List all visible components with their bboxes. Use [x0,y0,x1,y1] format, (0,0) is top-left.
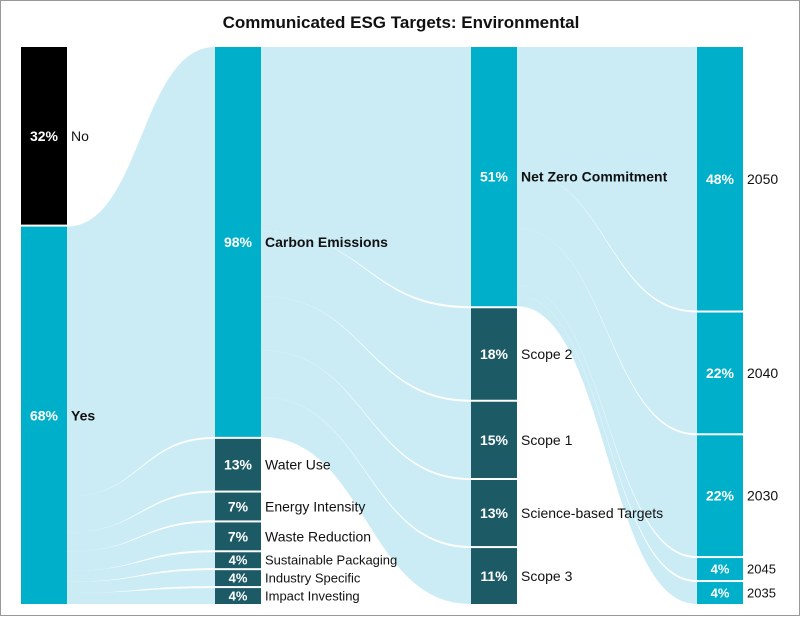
node-y2050: 48% 2050 [697,47,778,311]
pct-label-scope3: 11% [480,568,508,584]
node-sbt: 13% Science-based Targets [471,480,663,547]
bar-scope3 [471,548,517,604]
chart-title: Communicated ESG Targets: Environmental [222,13,580,32]
bar-y2050 [697,47,743,311]
pct-label-netzero: 51% [480,169,509,185]
flow-layer [67,47,697,604]
name-label-scope1: Scope 1 [521,432,573,448]
bar-scope2 [471,308,517,400]
pct-label-yes: 68% [30,407,59,423]
bar-y2030 [697,435,743,557]
pct-label-y2040: 22% [706,365,735,381]
name-label-carbon: Carbon Emissions [265,234,388,250]
flow-netzero-to-y2030 [517,228,697,557]
flow-carbon-to-scope1 [261,296,471,478]
name-label-energy: Energy Intensity [265,498,365,514]
node-y2030: 22% 2030 [697,435,778,557]
bar-y2040 [697,312,743,434]
name-label-industry: Industry Specific [265,571,361,586]
flow-yes-to-carbon [67,47,215,497]
flow-yes-to-industry [67,570,215,593]
bar-packaging [215,552,261,569]
node-scope2: 18% Scope 2 [471,308,573,400]
name-label-y2030: 2030 [747,488,778,504]
name-label-y2035: 2035 [747,586,776,601]
pct-label-y2050: 48% [706,171,735,187]
node-water: 13% Water Use [215,438,331,491]
name-label-scope2: Scope 2 [521,346,573,362]
pct-label-energy: 7% [228,498,249,514]
node-y2045: 4% 2045 [697,558,776,581]
bar-yes [21,226,67,604]
pct-label-sbt: 13% [480,505,509,521]
node-y2040: 22% 2040 [697,312,778,434]
node-energy: 7% Energy Intensity [215,492,365,521]
flow-yes-to-energy [67,492,215,552]
bar-industry [215,570,261,587]
pct-label-no: 32% [30,128,59,144]
node-yes: 68% Yes [21,226,95,604]
node-industry: 4% Industry Specific [215,570,361,587]
bar-waste [215,522,261,551]
pct-label-y2035: 4% [711,586,730,601]
node-scope3: 11% Scope 3 [471,548,573,604]
pct-label-industry: 4% [229,571,248,586]
pct-label-water: 13% [224,457,253,473]
bar-energy [215,492,261,521]
bar-y2045 [697,558,743,581]
pct-label-carbon: 98% [224,234,253,250]
name-label-waste: Waste Reduction [265,528,371,544]
pct-label-scope1: 15% [480,432,509,448]
bar-scope1 [471,401,517,478]
node-scope1: 15% Scope 1 [471,401,573,478]
name-label-sbt: Science-based Targets [521,505,663,521]
node-packaging: 4% Sustainable Packaging [215,552,397,569]
pct-label-packaging: 4% [229,553,248,568]
flow-yes-to-packaging [67,552,215,582]
pct-label-scope2: 18% [480,346,509,362]
name-label-y2045: 2045 [747,562,776,577]
bar-y2035 [697,582,743,604]
node-netzero: 51% Net Zero Commitment [471,47,668,307]
name-label-y2050: 2050 [747,171,778,187]
flow-yes-to-water [67,438,215,533]
name-label-y2040: 2040 [747,365,778,381]
flow-netzero-to-y2035 [517,295,697,604]
flow-carbon-to-scope2 [261,231,471,400]
bar-no [21,47,67,225]
pct-label-impact: 4% [229,589,248,604]
node-y2035: 4% 2035 [697,582,776,604]
name-label-netzero: Net Zero Commitment [521,169,668,185]
name-label-packaging: Sustainable Packaging [265,553,397,568]
name-label-no: No [71,128,89,144]
name-label-scope3: Scope 3 [521,568,573,584]
bar-water [215,438,261,491]
node-impact: 4% Impact Investing [215,588,360,604]
flow-carbon-to-scope3 [261,397,471,604]
pct-label-y2045: 4% [711,562,730,577]
bar-impact [215,588,261,604]
node-waste: 7% Waste Reduction [215,522,371,551]
node-layer: 32% No 68% Yes 98% Carbon Emissions 13% Water U… [21,47,778,604]
name-label-water: Water Use [265,457,331,473]
bar-carbon [215,47,261,437]
flow-netzero-to-y2045 [517,285,697,581]
flow-carbon-to-sbt [261,350,471,547]
flow-carbon-to-netzero [261,47,471,307]
name-label-impact: Impact Investing [265,589,360,604]
pct-label-waste: 7% [228,528,249,544]
name-label-yes: Yes [71,407,95,423]
flow-yes-to-impact [67,588,215,604]
node-carbon: 98% Carbon Emissions [215,47,388,437]
flow-netzero-to-y2050 [517,47,697,311]
pct-label-y2030: 22% [706,488,735,504]
flow-yes-to-waste [67,522,215,571]
node-no: 32% No [21,47,89,225]
bar-sbt [471,480,517,547]
flow-netzero-to-y2040 [517,171,697,434]
bar-netzero [471,47,517,307]
